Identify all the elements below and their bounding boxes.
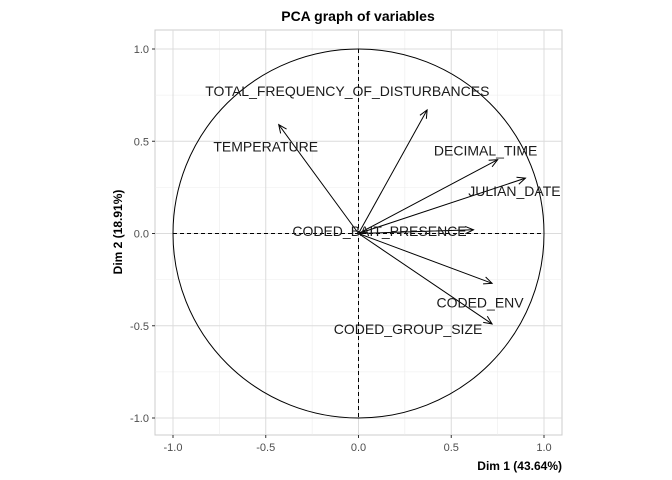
arrow-shaft [358, 159, 498, 234]
x-axis-ticks: -1.0 -0.5 0.0 0.5 1.0 [164, 435, 552, 454]
arrow-shaft [358, 233, 493, 325]
x-axis-title: Dim 1 (43.64%) [477, 459, 562, 473]
label-coded-env: CODED_ENV [436, 294, 524, 310]
arrow-decimal-time [358, 159, 499, 234]
y-tick-label: -1.0 [130, 413, 149, 425]
y-tick-label: 0.5 [134, 136, 149, 148]
chart-title: PCA graph of variables [281, 8, 435, 24]
arrow-shaft [358, 177, 526, 234]
label-coded-bait-presence: CODED_BAIT_PRESENCE [292, 223, 466, 239]
arrow-head [483, 315, 494, 325]
arrow-julian-date [358, 176, 527, 234]
arrow-total-frequency-of-disturbances [358, 108, 428, 234]
arrow-head [516, 176, 527, 185]
arrow-temperature [278, 123, 359, 234]
variable-labels: TOTAL_FREQUENCY_OF_DISTURBANCES TEMPERATU… [205, 83, 560, 337]
x-tick-label: -0.5 [256, 442, 275, 454]
arrow-head [483, 276, 494, 285]
label-decimal-time: DECIMAL_TIME [434, 143, 537, 159]
y-tick-label: 0.0 [134, 229, 149, 241]
arrow-head [464, 225, 475, 235]
arrow-shaft [278, 124, 359, 234]
arrow-coded-group-size [358, 233, 494, 325]
label-julian-date: JULIAN_DATE [468, 183, 560, 199]
label-coded-group-size: CODED_GROUP_SIZE [334, 321, 483, 337]
variable-arrows [278, 108, 527, 325]
arrow-head [488, 159, 499, 168]
arrow-coded-bait-presence [358, 225, 475, 235]
x-tick-label: -1.0 [164, 442, 183, 454]
arrow-shaft [358, 229, 474, 234]
y-tick-label: -0.5 [130, 321, 149, 333]
label-total-frequency-of-disturbances: TOTAL_FREQUENCY_OF_DISTURBANCES [205, 83, 489, 99]
arrow-coded-env [358, 233, 494, 285]
x-tick-label: 0.5 [444, 442, 459, 454]
arrow-head [278, 123, 287, 134]
x-tick-label: 1.0 [536, 442, 551, 454]
arrow-shaft [358, 233, 493, 284]
arrow-head [419, 108, 428, 119]
x-tick-label: 0.0 [351, 442, 366, 454]
y-tick-label: 1.0 [134, 44, 149, 56]
y-axis-title: Dim 2 (18.91%) [111, 190, 125, 275]
label-temperature: TEMPERATURE [213, 139, 318, 155]
arrow-shaft [358, 109, 428, 234]
y-axis-ticks: -1.0 -0.5 0.0 0.5 1.0 [130, 44, 155, 425]
